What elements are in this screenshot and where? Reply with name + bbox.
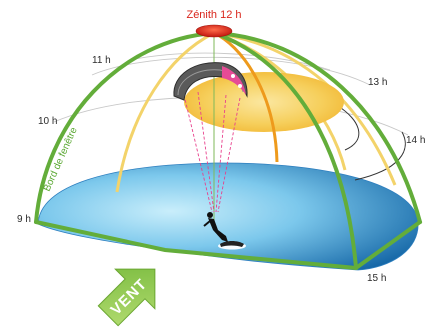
back-edge-lines [337,105,406,181]
hour-label-13: 13 h [368,77,387,88]
hour-label-10: 10 h [38,116,57,127]
hour-label-9: 9 h [17,214,31,225]
hour-label-14: 14 h [406,135,425,146]
hour-label-15: 15 h [367,273,386,284]
zenith-marker [195,24,233,38]
kitesurfer-icon [203,212,246,250]
kite-lines [183,91,241,213]
power-zone [184,72,344,132]
zenith-label: Zénith 12 h [186,9,241,21]
hour-label-11: 11 h [92,55,111,66]
kite-icon [173,62,248,101]
wind-arrow-icon: VENT [97,268,156,327]
